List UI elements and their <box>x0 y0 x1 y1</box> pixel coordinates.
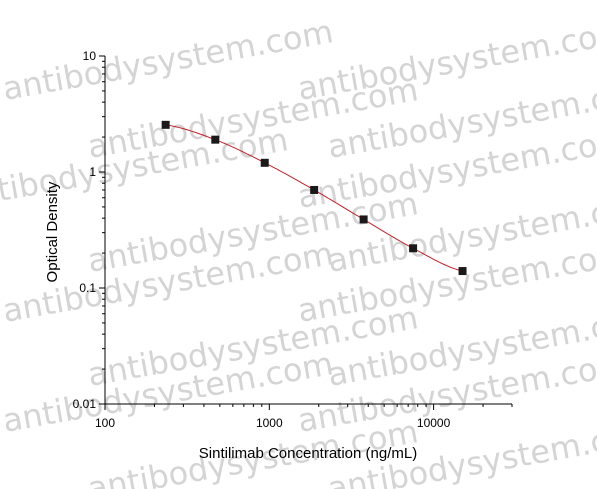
x-axis-title: Sintilimab Concentration (ng/mL) <box>199 445 417 462</box>
y-tick-label: 10 <box>83 49 97 63</box>
y-axis-title: Optical Density <box>44 181 61 282</box>
watermark-layer: antibodysystem.comantibodysystem.comanti… <box>0 12 597 489</box>
data-point <box>260 158 269 167</box>
x-tick-label: 100 <box>95 416 115 430</box>
data-point <box>359 215 368 224</box>
y-tick-label: 0.01 <box>73 397 97 411</box>
data-point <box>458 267 467 276</box>
y-tick-label: 0.1 <box>79 281 96 295</box>
y-tick-label: 1 <box>89 165 96 179</box>
x-tick-label: 1000 <box>256 416 283 430</box>
data-point <box>409 244 418 253</box>
data-point <box>211 135 220 144</box>
data-points <box>161 120 467 276</box>
data-point <box>161 120 170 129</box>
axes: 100 1000 10000 0.01 0.1 1 10 <box>73 49 513 430</box>
data-point <box>310 185 319 194</box>
x-tick-label: 10000 <box>417 416 451 430</box>
